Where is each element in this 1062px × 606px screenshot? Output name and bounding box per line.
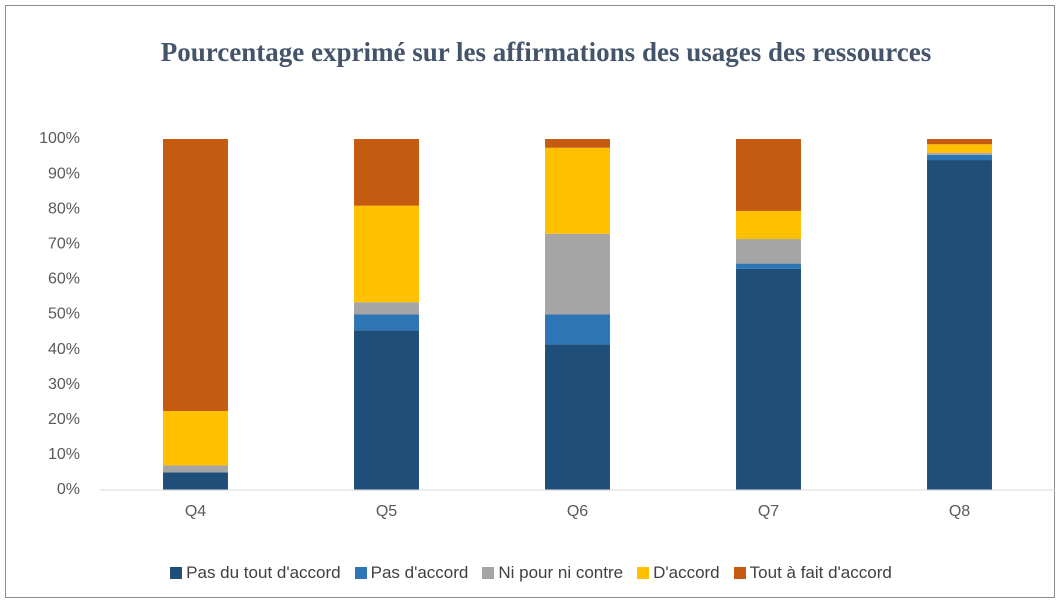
y-tick-label: 80% [48,200,80,217]
chart-title: Pourcentage exprimé sur les affirmations… [160,37,932,67]
y-tick-label: 90% [48,165,80,182]
bar-segment [354,139,419,206]
y-tick-label: 100% [39,130,80,147]
y-tick-label: 0% [57,481,80,498]
legend-label: Pas du tout d'accord [186,563,341,582]
legend-label: Ni pour ni contre [498,563,624,582]
bar-segment [163,411,228,466]
bar-segment [163,472,228,490]
x-tick-label: Q6 [567,503,588,520]
y-tick-label: 60% [48,271,80,288]
legend: Pas du tout d'accord Pas d'accord Ni pour … [0,563,1062,583]
y-tick-label: 10% [48,446,80,463]
bar-segment [354,205,419,303]
bar-segment [736,139,801,211]
legend-label: Pas d'accord [370,563,469,582]
bar-segment [927,153,992,155]
bar-segment [545,147,610,234]
legend-item: D'accord [637,563,720,583]
bar-segment [927,144,992,154]
legend-swatch [354,567,367,579]
legend-item: Pas d'accord [354,563,469,583]
x-tick-label: Q5 [376,503,397,520]
bar-segment [927,160,992,490]
legend-swatch [733,567,746,579]
legend-label: Tout à fait d'accord [749,563,892,582]
y-tick-label: 30% [48,376,80,393]
x-tick-label: Q7 [758,503,779,520]
bar-segment [927,154,992,161]
legend-item: Tout à fait d'accord [733,563,892,583]
bar-segment [736,239,801,264]
bar-segment [354,302,419,315]
bar-segment [545,233,610,315]
bar-segment [736,268,801,490]
bar-segment [354,314,419,331]
bar-segment [163,465,228,473]
bar-segment [163,139,228,412]
legend-swatch [637,567,650,579]
bar-segment [545,139,610,148]
y-tick-label: 70% [48,236,80,253]
legend-swatch [170,567,183,579]
bar-segment [927,139,992,145]
x-tick-label: Q4 [185,503,206,520]
x-tick-label: Q8 [949,503,970,520]
bar-segment [545,314,610,345]
y-tick-label: 40% [48,341,80,358]
y-tick-label: 20% [48,411,80,428]
bar-segment [736,263,801,269]
bar-segment [545,344,610,490]
y-tick-label: 50% [48,306,80,323]
legend-item: Pas du tout d'accord [170,563,341,583]
legend-swatch [482,567,495,579]
bar-segment [736,210,801,240]
legend-label: D'accord [653,563,720,582]
chart-frame [5,5,1055,598]
bar-segment [354,330,419,490]
legend-item: Ni pour ni contre [482,563,623,583]
